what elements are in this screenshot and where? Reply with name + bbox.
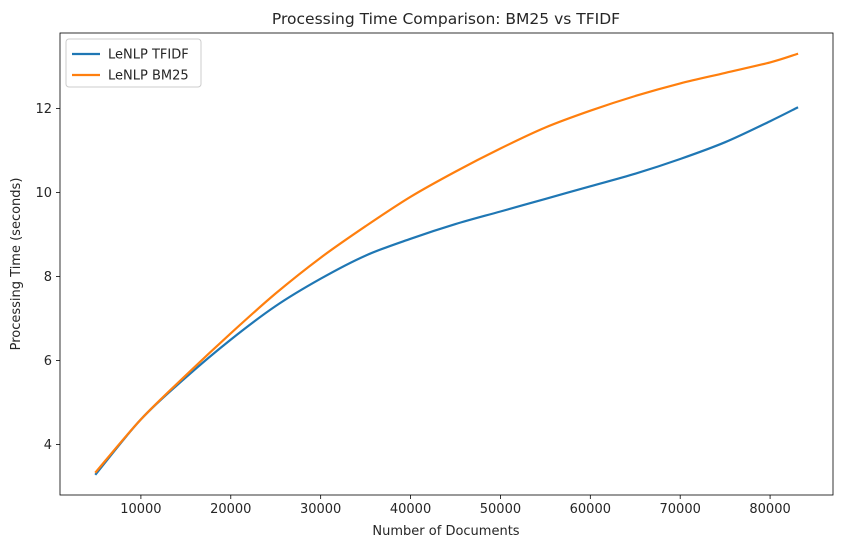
y-axis: 4 6 8 10 12 — [35, 102, 60, 453]
x-tick-label: 30000 — [300, 502, 341, 517]
x-tick-label: 20000 — [210, 502, 251, 517]
y-axis-label: Processing Time (seconds) — [9, 178, 24, 351]
legend: LeNLP TFIDF LeNLP BM25 — [65, 38, 202, 88]
x-tick-label: 10000 — [120, 502, 161, 517]
y-tick-label: 6 — [44, 354, 52, 369]
x-axis-label: Number of Documents — [372, 524, 519, 539]
legend-label-0: LeNLP TFIDF — [108, 48, 189, 63]
chart-title: Processing Time Comparison: BM25 vs TFID… — [272, 10, 620, 28]
y-tick-label: 10 — [35, 186, 52, 201]
legend-label-1: LeNLP BM25 — [108, 69, 189, 84]
series-layer — [94, 52, 799, 476]
x-tick-label: 50000 — [480, 502, 521, 517]
plot-frame — [59, 32, 834, 496]
x-axis: 10000 20000 30000 40000 50000 60000 70000 80000 — [120, 495, 791, 517]
series-line-0 — [94, 106, 799, 476]
y-tick-label: 4 — [44, 438, 52, 453]
x-tick-label: 60000 — [570, 502, 611, 517]
x-tick-label: 80000 — [749, 502, 790, 517]
x-tick-label: 70000 — [660, 502, 701, 517]
y-tick-label: 8 — [44, 270, 52, 285]
x-tick-label: 40000 — [390, 502, 431, 517]
y-tick-label: 12 — [35, 102, 52, 117]
series-line-1 — [94, 52, 799, 474]
